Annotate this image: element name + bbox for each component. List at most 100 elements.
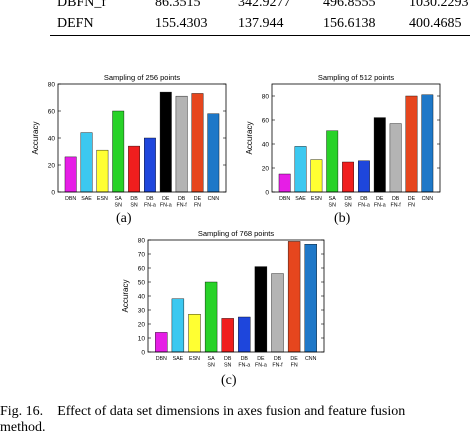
chart-256-points: Sampling of 256 points Accuracy 0 20 40 60 80 D… xyxy=(31,73,227,209)
bar xyxy=(171,298,185,353)
y-tick-label: 20 xyxy=(138,322,146,329)
x-tick-label: SA xyxy=(115,196,123,202)
chart-title: Sampling of 512 points xyxy=(318,73,395,82)
caption-text: Effect of data set dimensions in axes fu… xyxy=(57,404,406,419)
x-tick-label: FN-a xyxy=(160,203,172,209)
x-tick-label: SN xyxy=(224,363,232,369)
table-row: DEFN 155.4303 137.944 156.6138 400.4685 xyxy=(0,16,474,34)
bar xyxy=(207,113,220,193)
bar xyxy=(204,281,218,353)
x-tick-label: DE xyxy=(257,356,265,362)
y-tick-label: 10 xyxy=(138,336,146,343)
y-axis-label: Accuracy xyxy=(245,122,254,155)
y-tick-label: 50 xyxy=(138,280,146,287)
y-tick-label: 40 xyxy=(48,136,56,143)
x-tick-label: DE xyxy=(194,196,202,202)
x-tick-label: SN xyxy=(115,203,123,209)
x-tick-label: SAE xyxy=(81,196,92,202)
bar xyxy=(287,241,301,353)
x-tick-label: DBN xyxy=(156,356,167,362)
x-tick-label: CNN xyxy=(422,196,434,202)
x-tick-label: DB xyxy=(130,196,138,202)
y-tick-label: 60 xyxy=(138,266,146,273)
subfigure-label-c: (c) xyxy=(221,373,237,388)
bar xyxy=(304,244,317,353)
results-table: DBFN_f 86.3515 342.9277 496.8555 1030.22… xyxy=(0,0,474,36)
bar xyxy=(405,95,418,193)
x-tick-label: DE xyxy=(408,196,416,202)
plot-frame xyxy=(57,83,227,193)
y-axis-label: Accuracy xyxy=(31,122,40,155)
x-tick-label: SAE xyxy=(295,196,306,202)
x-tick-label: DB xyxy=(392,196,400,202)
y-tick-label: 80 xyxy=(262,94,270,101)
x-tick-label: DB xyxy=(344,196,352,202)
bar xyxy=(191,93,204,193)
y-tick-label: 60 xyxy=(48,109,56,116)
x-tick-label: FN-f xyxy=(390,203,401,209)
subfigure-label-b: (b) xyxy=(334,211,351,226)
y-tick-label: 0 xyxy=(141,350,145,357)
x-tick-label: SN xyxy=(130,203,138,209)
x-tick-label: DB xyxy=(360,196,368,202)
table-cell: 156.6138 xyxy=(323,16,376,31)
bar xyxy=(254,266,268,353)
y-tick-label: 0 xyxy=(265,190,269,197)
x-tick-label: FN-f xyxy=(272,363,283,369)
chart-title: Sampling of 768 points xyxy=(198,229,275,238)
x-tick-label: SA xyxy=(329,196,337,202)
bar xyxy=(310,159,323,193)
table-cell: 155.4303 xyxy=(155,16,208,31)
chart-title: Sampling of 256 points xyxy=(104,73,181,82)
x-tick-label: SN xyxy=(344,203,352,209)
x-tick-label: DBN xyxy=(65,196,76,202)
bar xyxy=(373,117,386,193)
subfigure-label-a: (a) xyxy=(116,211,132,226)
x-tick-label: SA xyxy=(208,356,216,362)
x-tick-label: FN xyxy=(291,363,298,369)
bar xyxy=(80,132,93,193)
x-tick-label: DB xyxy=(178,196,186,202)
y-tick-label: 70 xyxy=(138,252,146,259)
bar xyxy=(342,161,354,193)
x-tick-label: DE xyxy=(290,356,298,362)
row-label: DEFN xyxy=(57,16,94,31)
x-tick-label: DB xyxy=(224,356,232,362)
x-tick-label: ESN xyxy=(311,196,322,202)
x-tick-label: FN-a xyxy=(374,203,386,209)
bar xyxy=(188,313,201,353)
y-tick-label: 60 xyxy=(262,118,270,125)
bar xyxy=(358,160,370,193)
y-tick-label: 40 xyxy=(138,294,146,301)
bar xyxy=(128,145,140,193)
x-tick-label: ESN xyxy=(189,356,200,362)
y-tick-label: 80 xyxy=(48,82,56,89)
bar xyxy=(271,273,284,353)
bar xyxy=(159,91,172,193)
x-tick-label: FN xyxy=(194,203,201,209)
y-axis-label: Accuracy xyxy=(121,280,130,313)
x-tick-label: DB xyxy=(274,356,282,362)
x-tick-label: ESN xyxy=(97,196,108,202)
y-tick-label: 20 xyxy=(262,166,270,173)
x-tick-label: CNN xyxy=(208,196,220,202)
row-label: DBFN_f xyxy=(57,0,107,10)
table-cell: 342.9277 xyxy=(238,0,291,10)
chart-768-points: Sampling of 768 points Accuracy 0 10 20 30 40 5… xyxy=(121,229,325,369)
bar xyxy=(155,332,168,353)
figure-caption: Fig. 16. Effect of data set dimensions i… xyxy=(0,404,474,436)
table-cell: 137.944 xyxy=(238,16,284,31)
plot-frame xyxy=(271,83,441,193)
table-bottom-rule xyxy=(50,35,470,36)
bar xyxy=(64,156,77,193)
x-tick-label: FN-a xyxy=(144,203,156,209)
table-cell: 86.3515 xyxy=(155,0,201,10)
x-tick-label: FN-a xyxy=(358,203,370,209)
y-tick-label: 40 xyxy=(262,142,270,149)
x-tick-label: FN-a xyxy=(255,363,267,369)
table-cell: 1030.2293 xyxy=(409,0,469,10)
bar xyxy=(96,149,109,193)
y-tick-label: 30 xyxy=(138,308,146,315)
caption-label: Fig. 16. xyxy=(0,404,44,419)
table-cell: 400.4685 xyxy=(409,16,462,31)
